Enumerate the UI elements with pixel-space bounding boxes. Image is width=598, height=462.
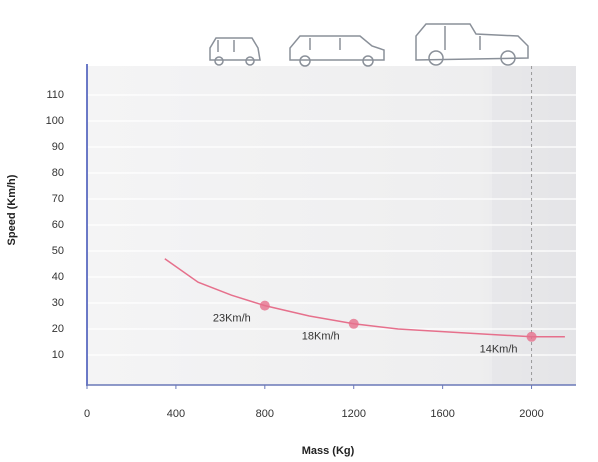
x-axis-title: Mass (Kg): [302, 445, 355, 457]
point-marker: [526, 331, 537, 342]
x-tick-label: 800: [256, 408, 274, 420]
y-tick-label: 70: [52, 193, 64, 205]
y-tick-label: 100: [46, 115, 64, 127]
x-tick-label: 1200: [341, 408, 365, 420]
point-label: 14Km/h: [480, 344, 518, 356]
point-marker: [259, 300, 270, 311]
vehicle-icons: [209, 23, 529, 67]
point-label: 18Km/h: [302, 331, 340, 343]
y-tick-label: 30: [52, 297, 64, 309]
sedan-icon: [289, 35, 385, 67]
y-tick-label: 60: [52, 219, 64, 231]
y-axis-title: Speed (Km/h): [6, 174, 18, 245]
point-marker: [348, 318, 359, 329]
y-tick-label: 50: [52, 245, 64, 257]
y-tick-label: 80: [52, 167, 64, 179]
y-tick-label: 20: [52, 323, 64, 335]
suv-icon: [415, 23, 529, 66]
y-tick-label: 110: [46, 89, 64, 101]
point-label: 23Km/h: [213, 313, 251, 325]
y-tick-label: 10: [52, 349, 64, 361]
y-tick-label: 90: [52, 141, 64, 153]
small-car-icon: [209, 37, 261, 66]
x-tick-label: 1600: [430, 408, 454, 420]
x-tick-label: 400: [167, 408, 185, 420]
x-tick-label: 2000: [519, 408, 543, 420]
y-tick-label: 40: [52, 271, 64, 283]
x-tick-label: 0: [84, 408, 90, 420]
